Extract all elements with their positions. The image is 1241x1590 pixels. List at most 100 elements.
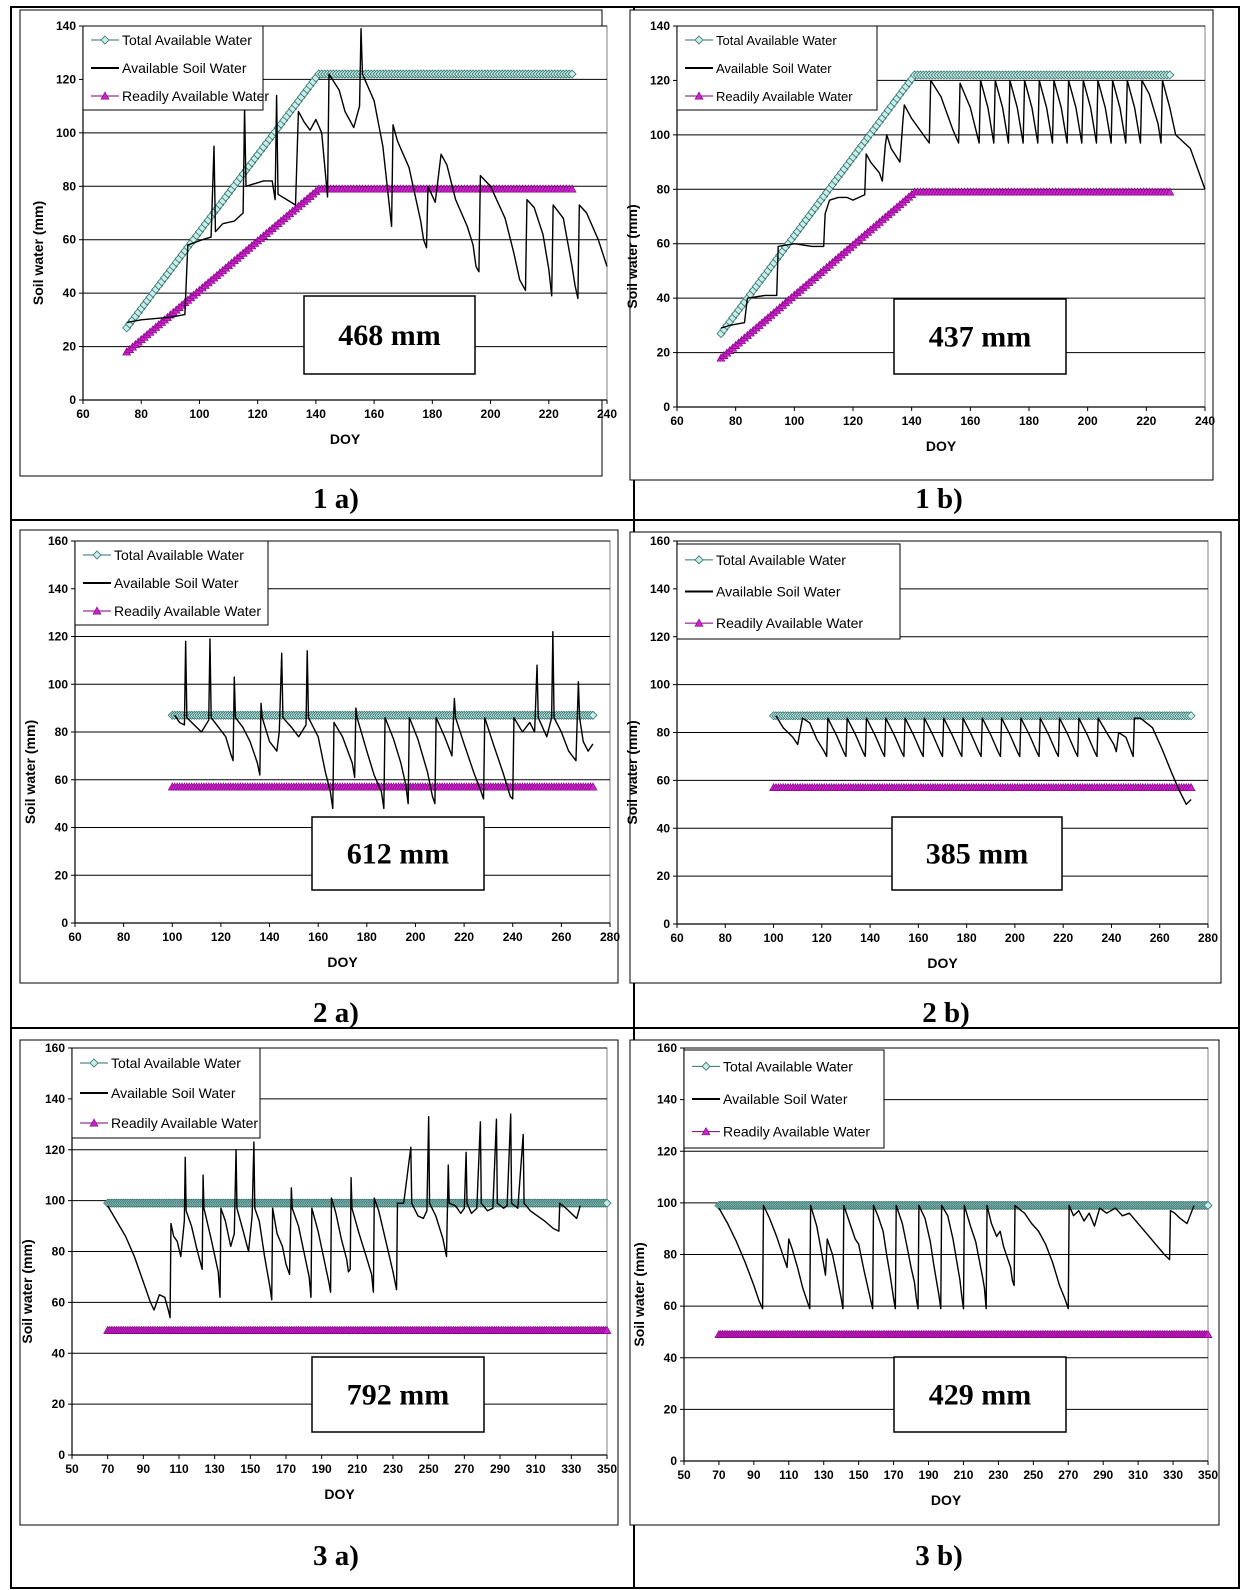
y-tick-label: 100 [48, 677, 68, 691]
y-tick-label: 20 [55, 868, 69, 882]
y-axis-title: Soil water (mm) [631, 1242, 647, 1346]
y-tick-label: 80 [664, 1248, 678, 1262]
legend-available-soil-water: Available Soil Water [122, 60, 247, 76]
x-tick-label: 60 [670, 414, 684, 428]
x-tick-label: 240 [1195, 414, 1215, 428]
x-tick-label: 190 [919, 1468, 939, 1482]
x-tick-label: 290 [490, 1462, 510, 1476]
panel-label: 3 a) [313, 1540, 359, 1572]
y-tick-label: 80 [657, 726, 671, 740]
x-tick-label: 220 [454, 930, 474, 944]
chart-p1a: 0 20 40 60 80 100 120 140 60 80 100 120 140 160 180 200… [19, 9, 617, 515]
x-tick-label: 350 [597, 1462, 617, 1476]
legend-available-soil-water: Available Soil Water [716, 61, 832, 76]
x-tick-label: 270 [1058, 1468, 1078, 1482]
legend-triangle-marker [89, 1118, 99, 1127]
y-tick-label: 0 [663, 917, 670, 931]
x-tick-label: 200 [405, 930, 425, 944]
y-tick-label: 100 [45, 1194, 65, 1208]
readily-available-water-marker [1165, 187, 1175, 196]
legend-available-soil-water: Available Soil Water [716, 584, 841, 600]
x-tick-label: 220 [1053, 931, 1073, 945]
y-tick-label: 20 [52, 1397, 66, 1411]
y-tick-label: 40 [657, 291, 671, 305]
annotation-box [303, 295, 476, 375]
x-tick-label: 100 [784, 414, 804, 428]
y-tick-label: 60 [63, 233, 77, 247]
readily-available-water-marker [588, 782, 598, 791]
x-tick-label: 230 [988, 1468, 1008, 1482]
x-tick-label: 330 [1163, 1468, 1183, 1482]
y-tick-label: 20 [63, 340, 77, 354]
x-tick-label: 240 [1101, 931, 1121, 945]
legend-total-available-water: Total Available Water [111, 1055, 241, 1071]
x-tick-label: 80 [729, 414, 743, 428]
x-tick-label: 130 [205, 1462, 225, 1476]
y-tick-label: 160 [657, 1041, 677, 1055]
y-tick-label: 0 [61, 916, 68, 930]
legend-diamond-marker [92, 550, 102, 560]
legend-triangle-marker [701, 1127, 711, 1136]
x-tick-label: 110 [169, 1462, 189, 1476]
y-tick-label: 60 [55, 773, 69, 787]
x-tick-label: 110 [779, 1468, 799, 1482]
y-axis-title: Soil water (mm) [30, 201, 46, 305]
x-tick-label: 70 [101, 1462, 115, 1476]
readily-available-water-marker [1203, 1329, 1213, 1339]
x-tick-label: 330 [561, 1462, 581, 1476]
legend-total-available-water: Total Available Water [114, 547, 244, 563]
y-tick-label: 120 [56, 72, 76, 86]
y-tick-label: 100 [56, 126, 76, 140]
grid-divider-row-1 [12, 519, 1238, 521]
x-axis-title: DOY [324, 1486, 355, 1502]
annotation-box [311, 816, 485, 891]
total-available-water-marker [1203, 1200, 1213, 1211]
y-tick-label: 0 [670, 1454, 677, 1468]
legend-readily-available-water: Readily Available Water [723, 1124, 870, 1140]
x-tick-label: 250 [1023, 1468, 1043, 1482]
legend-available-soil-water: Available Soil Water [723, 1091, 848, 1107]
total-available-water-marker [1165, 70, 1175, 80]
y-tick-label: 60 [664, 1299, 678, 1313]
total-available-water-marker [1186, 711, 1196, 721]
y-tick-label: 0 [663, 400, 670, 414]
x-tick-label: 260 [1150, 931, 1170, 945]
legend-diamond-marker [100, 35, 110, 45]
total-available-water-marker [602, 1198, 612, 1208]
legend-readily-available-water: Readily Available Water [111, 1115, 258, 1131]
chart-p2a: 0 20 40 60 80 100 120 140 160 60 80 100 120 140 160 180… [19, 529, 620, 1029]
legend-triangle-marker [694, 91, 704, 100]
x-tick-label: 220 [1136, 414, 1156, 428]
legend-diamond-marker [694, 35, 704, 45]
x-tick-label: 50 [65, 1462, 79, 1476]
x-tick-label: 180 [357, 930, 377, 944]
annotation-box [893, 1356, 1067, 1433]
legend-readily-available-water: Readily Available Water [716, 89, 853, 104]
legend-triangle-marker [92, 606, 102, 615]
y-tick-label: 0 [58, 1448, 65, 1462]
y-tick-label: 160 [45, 1041, 65, 1055]
y-tick-label: 80 [63, 179, 77, 193]
x-tick-label: 200 [1005, 931, 1025, 945]
y-tick-label: 120 [650, 630, 670, 644]
x-tick-label: 170 [884, 1468, 904, 1482]
y-tick-label: 140 [650, 19, 670, 33]
y-tick-label: 0 [69, 393, 76, 407]
y-tick-label: 120 [650, 73, 670, 87]
y-axis-title: Soil water (mm) [624, 720, 640, 824]
x-tick-label: 140 [260, 930, 280, 944]
legend-readily-available-water: Readily Available Water [122, 88, 269, 104]
x-axis-title: DOY [926, 438, 957, 454]
x-tick-label: 350 [1198, 1468, 1218, 1482]
y-tick-label: 80 [52, 1245, 66, 1259]
available-soil-water-line [718, 1204, 1195, 1310]
x-tick-label: 150 [849, 1468, 869, 1482]
available-soil-water-line [775, 715, 1192, 806]
x-tick-label: 250 [419, 1462, 439, 1476]
x-tick-label: 100 [764, 931, 784, 945]
y-tick-label: 40 [657, 821, 671, 835]
x-tick-label: 80 [719, 931, 733, 945]
y-tick-label: 160 [48, 534, 68, 548]
x-tick-label: 140 [860, 931, 880, 945]
